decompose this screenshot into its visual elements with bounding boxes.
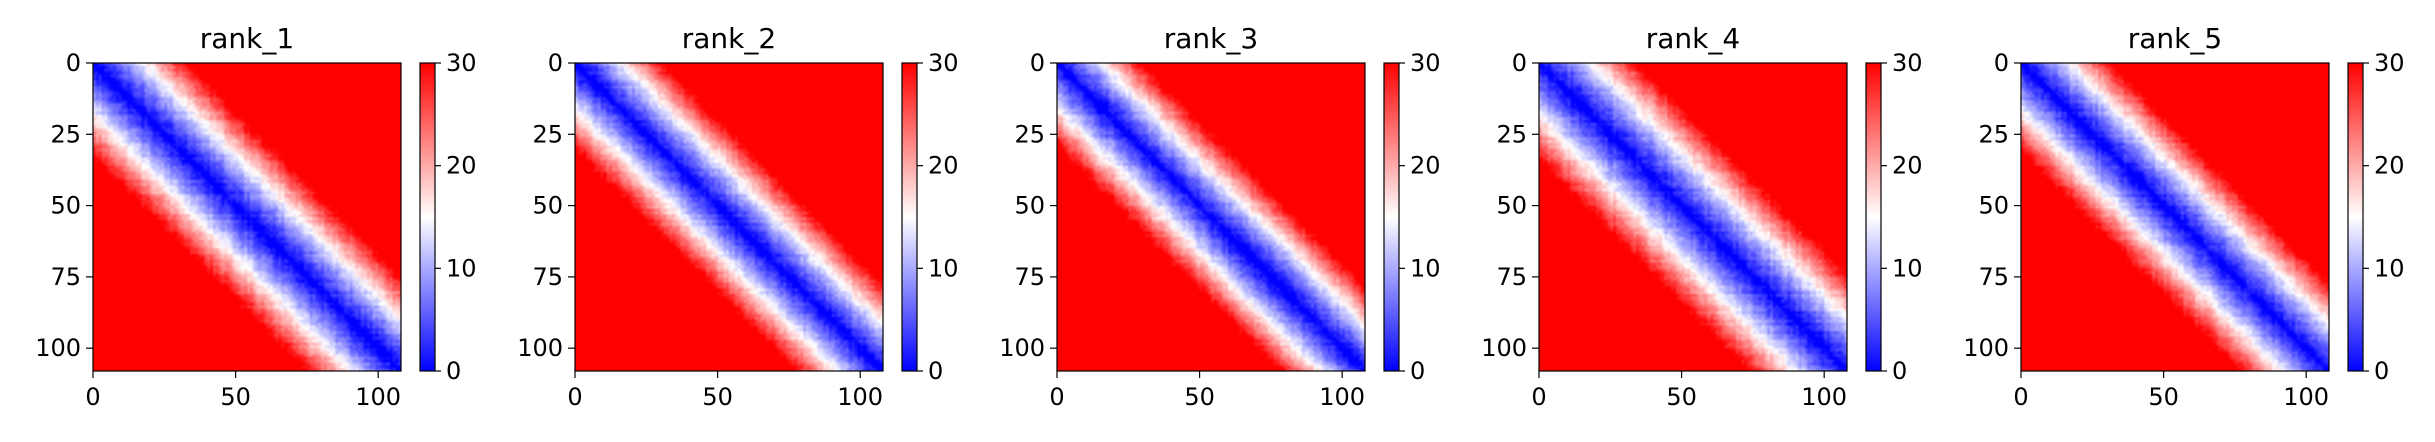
y-tick-label: 25: [1014, 120, 1045, 148]
x-tick-label: 0: [1049, 383, 1064, 411]
x-tick-label: 50: [220, 383, 251, 411]
panel-title: rank_3: [1164, 22, 1258, 55]
colorbar-tick-label: 20: [928, 152, 959, 180]
panel-title: rank_1: [200, 22, 294, 55]
colorbar-tick-label: 10: [1410, 254, 1441, 282]
y-tick-label: 25: [1496, 120, 1527, 148]
x-tick-label: 0: [567, 383, 582, 411]
y-tick-label: 0: [66, 49, 81, 77]
x-tick-label: 100: [1319, 383, 1365, 411]
x-tick-label: 0: [2013, 383, 2028, 411]
colorbar: [2347, 62, 2364, 372]
x-tick-label: 0: [1531, 383, 1546, 411]
y-tick-label: 75: [1496, 263, 1527, 291]
colorbar-tick-label: 20: [446, 152, 477, 180]
colorbar-tick-label: 30: [446, 49, 477, 77]
x-tick-label: 50: [1666, 383, 1697, 411]
y-tick-label: 100: [1481, 334, 1527, 362]
colorbar-tick-label: 30: [1892, 49, 1923, 77]
colorbar-tick-label: 0: [1892, 357, 1907, 385]
colorbar: [901, 62, 918, 372]
heatmap-image: [575, 63, 883, 371]
heatmap-frame: [574, 62, 884, 372]
colorbar-tick-label: 30: [1410, 49, 1441, 77]
x-tick-label: 0: [85, 383, 100, 411]
y-tick-label: 0: [1512, 49, 1527, 77]
y-tick-label: 100: [517, 334, 563, 362]
x-tick-label: 100: [355, 383, 401, 411]
panel-title: rank_2: [682, 22, 776, 55]
x-tick-label: 100: [837, 383, 883, 411]
colorbar-tick-label: 20: [1892, 152, 1923, 180]
x-tick-label: 50: [2148, 383, 2179, 411]
colorbar-tick-label: 30: [2374, 49, 2405, 77]
colorbar-tick-label: 0: [928, 357, 943, 385]
heatmap-image: [93, 63, 401, 371]
panel-title: rank_5: [2128, 22, 2222, 55]
heatmap-frame: [92, 62, 402, 372]
colorbar-tick-label: 0: [1410, 357, 1425, 385]
colorbar-tick-label: 10: [928, 254, 959, 282]
colorbar: [1383, 62, 1400, 372]
colorbar-tick-label: 20: [1410, 152, 1441, 180]
x-tick-label: 50: [1184, 383, 1215, 411]
y-tick-label: 25: [532, 120, 563, 148]
heatmap-frame: [1538, 62, 1848, 372]
heatmap-frame: [1056, 62, 1366, 372]
y-tick-label: 50: [1014, 192, 1045, 220]
y-tick-label: 0: [1030, 49, 1045, 77]
colorbar-tick-label: 10: [1892, 254, 1923, 282]
y-tick-label: 50: [1978, 192, 2009, 220]
y-tick-label: 50: [50, 192, 81, 220]
colorbar-tick-label: 20: [2374, 152, 2405, 180]
panel-title: rank_4: [1646, 22, 1740, 55]
y-tick-label: 100: [999, 334, 1045, 362]
x-tick-label: 50: [702, 383, 733, 411]
y-tick-label: 100: [35, 334, 81, 362]
colorbar-tick-label: 0: [2374, 357, 2389, 385]
y-tick-label: 75: [532, 263, 563, 291]
colorbar-tick-label: 0: [446, 357, 461, 385]
colorbar-tick-label: 10: [2374, 254, 2405, 282]
y-tick-label: 0: [1994, 49, 2009, 77]
y-tick-label: 50: [532, 192, 563, 220]
y-tick-label: 25: [50, 120, 81, 148]
colorbar-tick-label: 30: [928, 49, 959, 77]
x-tick-label: 100: [1801, 383, 1847, 411]
x-tick-label: 100: [2283, 383, 2329, 411]
colorbar-tick-label: 10: [446, 254, 477, 282]
y-tick-label: 50: [1496, 192, 1527, 220]
heatmap-image: [1057, 63, 1365, 371]
y-tick-label: 75: [50, 263, 81, 291]
y-tick-label: 25: [1978, 120, 2009, 148]
y-tick-label: 75: [1978, 263, 2009, 291]
colorbar: [419, 62, 436, 372]
heatmap-frame: [2020, 62, 2330, 372]
y-tick-label: 0: [548, 49, 563, 77]
y-tick-label: 100: [1963, 334, 2009, 362]
heatmap-image: [1539, 63, 1847, 371]
colorbar: [1865, 62, 1882, 372]
y-tick-label: 75: [1014, 263, 1045, 291]
heatmap-image: [2021, 63, 2329, 371]
